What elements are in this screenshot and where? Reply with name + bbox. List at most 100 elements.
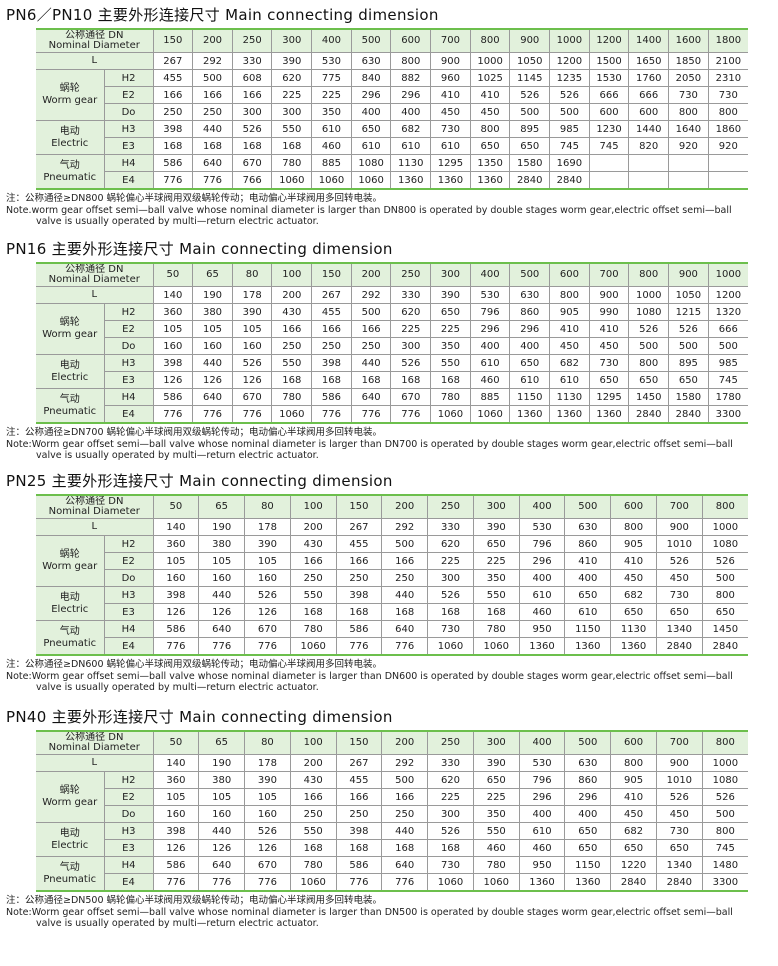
value-cell: 650	[610, 603, 657, 621]
value-cell: 225	[472, 552, 520, 570]
value-cell: 455	[311, 303, 352, 321]
value-cell: 730	[427, 620, 474, 638]
value-cell: 1060	[271, 405, 313, 424]
note-en: Note:Worm gear offset semi—ball valve wh…	[6, 438, 733, 450]
table-row: 气动 Pneumatic H4 586 640 670 780 586 640 670 780 885…	[36, 388, 748, 424]
value-cell: 168	[271, 371, 313, 389]
row-label: H2	[103, 771, 154, 789]
value-cell: 190	[198, 518, 246, 536]
value-cell: 500	[701, 805, 748, 823]
value-cell: 250	[335, 805, 383, 823]
row-label: H4	[103, 620, 154, 638]
value-cell: 292	[381, 754, 429, 772]
value-cell: 526	[244, 822, 291, 840]
value-cell: 650	[668, 371, 709, 389]
value-cell: 166	[289, 552, 337, 570]
value-cell: 650	[430, 303, 471, 321]
value-cell: 650	[588, 371, 630, 389]
value-cell: 2840	[655, 637, 703, 656]
value-cell: 500	[381, 535, 429, 553]
dn-cell: 700	[588, 262, 630, 287]
value-cell: 300	[271, 103, 313, 121]
value-cell: 1130	[390, 154, 432, 172]
value-cell: 105	[152, 552, 200, 570]
value-cell: 400	[509, 337, 551, 355]
value-cell: 168	[430, 371, 471, 389]
value-cell: 225	[390, 320, 432, 338]
table-row: E4 776 776 776 1060 776 776 1060 1060 1360 1360 284…	[36, 873, 748, 892]
group-label-cn: 蜗轮	[59, 317, 80, 328]
row-label: E3	[104, 603, 154, 621]
value-cell: 398	[311, 354, 352, 372]
value-cell: 440	[350, 354, 392, 372]
table-row: 蜗轮 Worm gear H2 360 380 390 430 455 500 620 650 796…	[36, 771, 748, 823]
value-cell: 398	[152, 586, 200, 604]
group-label-en: Electric	[51, 371, 89, 383]
value-cell: 460	[311, 137, 352, 155]
value-cell: 800	[610, 754, 657, 772]
value-cell: 610	[350, 137, 392, 155]
dn-label-en: Nominal Diameter	[48, 506, 140, 517]
note-en: Note:Worm gear offset semi—ball valve wh…	[6, 670, 733, 682]
dn-cell: 600	[549, 262, 590, 287]
dn-cell: 300	[271, 28, 313, 53]
value-cell: 776	[244, 873, 291, 892]
value-cell: 250	[335, 569, 383, 587]
note-en-continued: valve is usually operated by multi—retur…	[36, 918, 319, 929]
value-cell: 950	[518, 856, 566, 874]
value-cell: 166	[381, 788, 429, 806]
value-cell: 250	[381, 805, 429, 823]
value-cell: 1480	[701, 856, 748, 874]
value-cell: 776	[198, 637, 246, 656]
value-cell: 440	[381, 586, 429, 604]
row-label: H3	[103, 822, 154, 840]
value-cell: 398	[152, 354, 194, 372]
dn-cell: 400	[469, 262, 511, 287]
dn-cell: 400	[518, 730, 566, 755]
value-cell: 1580	[509, 154, 551, 172]
dn-cell: 1000	[707, 262, 748, 287]
dn-label-cn: 公称通径 DN	[65, 732, 124, 743]
value-cell: 2840	[655, 873, 703, 892]
value-cell: 450	[549, 337, 590, 355]
value-cell: 776	[231, 405, 273, 424]
value-cell: 550	[271, 120, 313, 138]
value-cell: 775	[311, 69, 352, 87]
value-cell: 330	[231, 52, 273, 70]
value-cell: 410	[430, 86, 471, 104]
value-cell: 780	[289, 620, 337, 638]
dn-cell: 50	[152, 262, 194, 287]
dn-cell: 100	[271, 262, 313, 287]
note-en-continued: valve is usually operated by multi—retur…	[36, 682, 319, 693]
value-cell: 390	[472, 754, 520, 772]
dimension-section: PN6／PN10 主要外形连接尺寸 Main connecting dimens…	[6, 4, 748, 228]
table-row: E3 168 168 168 168 460 610 610 610 650 650 745 745 82…	[36, 137, 748, 155]
table-row: Do 160 160 160 250 250 250 300 350 400 400 450 450 50…	[36, 805, 748, 823]
table-row: 蜗轮 Worm gear H2 360 380 390 430 455 500 620 650 796…	[36, 303, 748, 355]
group-label-en: Electric	[51, 603, 89, 615]
value-cell: 1130	[610, 620, 657, 638]
value-cell: 920	[668, 137, 709, 155]
dn-cell: 150	[335, 494, 383, 519]
value-cell: 2840	[628, 405, 670, 424]
value-cell: 1780	[707, 388, 748, 406]
value-cell: 360	[152, 771, 200, 789]
group-label-cn: 蜗轮	[59, 549, 80, 560]
value-cell: 586	[311, 388, 352, 406]
value-cell: 168	[427, 839, 474, 857]
value-cell: 160	[231, 337, 273, 355]
value-cell: 1360	[564, 873, 612, 892]
value-cell: 350	[311, 103, 352, 121]
value-cell: 526	[231, 354, 273, 372]
value-cell: 650	[628, 371, 670, 389]
value-cell: 526	[655, 552, 703, 570]
value-cell: 105	[192, 320, 233, 338]
value-cell: 1320	[707, 303, 748, 321]
value-cell: 300	[427, 569, 474, 587]
note-cn: 注：公称通径≥DN500 蜗轮偏心半球阀用双级蜗轮传动；电动偏心半球阀用多回转电…	[6, 895, 383, 906]
value-cell: 267	[311, 286, 352, 304]
table-row: L 140 190 178 200 267 292 330 390 530 630 800 900 100…	[36, 286, 748, 304]
value-cell: 126	[244, 603, 291, 621]
value-cell: 730	[430, 120, 471, 138]
nominal-diameter-label: 公称通径 DN Nominal Diameter	[36, 730, 154, 755]
